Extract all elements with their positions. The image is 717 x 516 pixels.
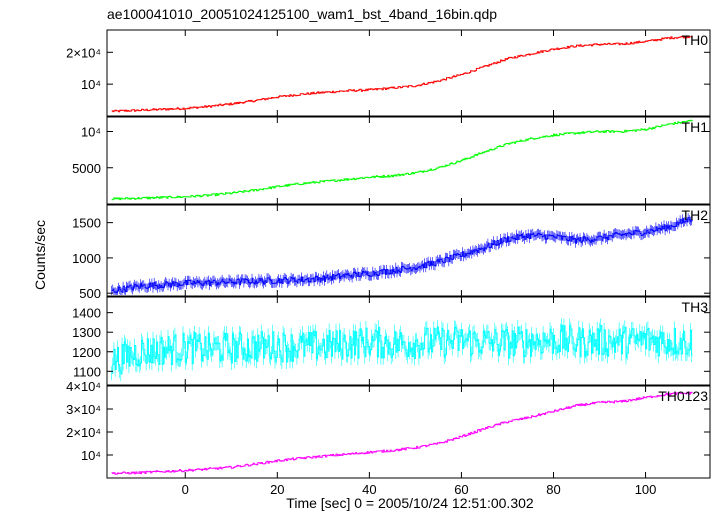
y-tick-label: 5000: [72, 161, 101, 176]
panel-label: TH0: [682, 32, 709, 48]
x-tick-labels: 0 20 40 60 80 100: [182, 482, 657, 497]
y-axis-label: Counts/sec: [32, 220, 48, 290]
panel-frame: [106, 116, 711, 205]
y-tick-label: 1500: [72, 216, 101, 231]
x-axis-label: Time [sec] 0 = 2005/10/24 12:51:00.302: [286, 495, 534, 511]
panel-label: TH0123: [658, 388, 708, 404]
y-tick-label: 1300: [72, 325, 101, 340]
y-tick-label: 1000: [72, 251, 101, 266]
panel-th1: 5000 10⁴ TH1: [72, 116, 711, 205]
panel-frame: [106, 29, 711, 117]
y-tick-label: 500: [79, 286, 101, 301]
panel-label: TH2: [682, 207, 709, 223]
x-tick-label: 0: [182, 482, 189, 497]
y-tick-label: 1200: [72, 345, 101, 360]
y-tick-label: 1400: [72, 306, 101, 321]
series-line-th3: [111, 324, 693, 375]
series-line-th1: [111, 119, 693, 201]
x-tick-label: 20: [270, 482, 284, 497]
x-tick-label: 40: [362, 482, 376, 497]
panel-frame: [106, 296, 711, 386]
x-tick-label: 60: [454, 482, 468, 497]
x-tick-label: 80: [546, 482, 560, 497]
panel-th3: 1100 1200 1300 1400 TH3: [72, 296, 711, 386]
y-tick-label: 2×10⁴: [66, 425, 101, 440]
panel-frame: [106, 385, 711, 479]
y-tick-label: 10⁴: [81, 448, 101, 463]
y-tick-label: 2×10⁴: [66, 45, 101, 60]
x-tick-label: 100: [635, 482, 657, 497]
panel-label: TH3: [682, 299, 709, 315]
series-line-th0: [111, 35, 693, 113]
panel-th0: 10⁴ 2×10⁴ TH0: [66, 29, 711, 117]
y-tick-label: 10⁴: [81, 125, 101, 140]
panel-th0123: 10⁴ 2×10⁴ 3×10⁴ 4×10⁴ TH0123: [66, 379, 711, 479]
panel-label: TH1: [682, 119, 709, 135]
y-tick-label: 10⁴: [81, 77, 101, 92]
y-tick-label: 4×10⁴: [66, 379, 101, 394]
y-tick-label: 1100: [73, 364, 101, 379]
y-tick-label: 3×10⁴: [66, 402, 101, 417]
series-line-th2: [111, 217, 693, 294]
panel-th2: 500 1000 1500 TH2: [72, 204, 711, 301]
series-line-th0123: [111, 391, 693, 475]
panel-frame: [106, 204, 711, 297]
chart-title: ae100041010_20051024125100_wam1_bst_4ban…: [107, 6, 497, 22]
